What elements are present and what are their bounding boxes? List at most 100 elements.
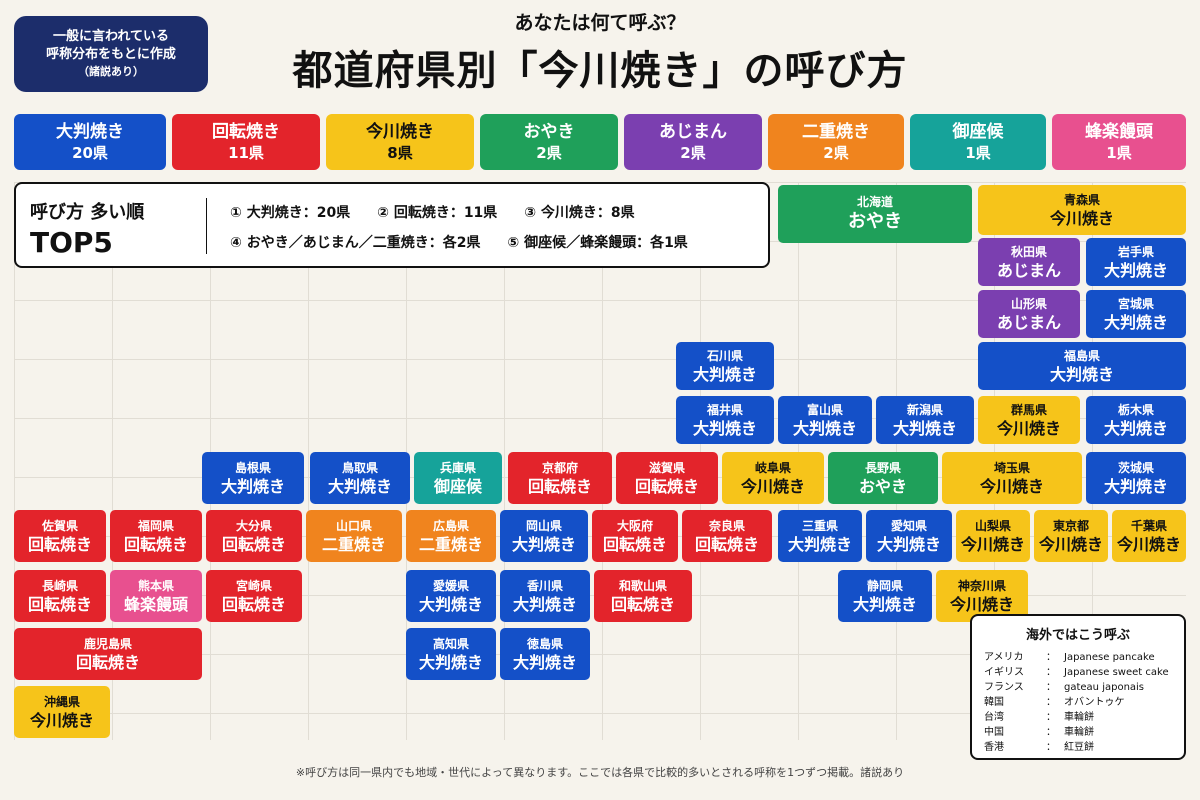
prefecture-tile: 茨城県 大判焼き — [1086, 452, 1186, 504]
prefecture-tile: 島根県 大判焼き — [202, 452, 304, 504]
prefecture-name: 富山県 — [806, 402, 843, 417]
top5-item: ① 大判焼き：20県 — [230, 205, 351, 221]
prefecture-name: 大分県 — [235, 518, 272, 533]
top5-item: ③ 今川焼き：8県 — [524, 205, 635, 221]
prefecture-call: 御座候 — [433, 476, 482, 496]
overseas-heading: 海外ではこう呼ぶ — [1025, 628, 1130, 643]
legend-name: 二重焼き — [802, 122, 870, 142]
prefecture-tile: 宮崎県 回転焼き — [206, 570, 302, 622]
page-subtitle: あなたは何て呼ぶ？ — [514, 12, 686, 34]
prefecture-call: 蜂楽饅頭 — [123, 594, 188, 614]
prefecture-tile: 奈良県 回転焼き — [682, 510, 772, 562]
prefecture-name: 三重県 — [801, 518, 838, 533]
top5-item: ⑤ 御座候／蜂楽饅頭：各1県 — [507, 235, 688, 251]
prefecture-tile: 熊本県 蜂楽饅頭 — [110, 570, 202, 622]
prefecture-name: 新潟県 — [906, 402, 943, 417]
prefecture-tile: 福岡県 回転焼き — [110, 510, 202, 562]
overseas-row: アメリカ ： Japanese pancake — [984, 648, 1155, 663]
overseas-name: 車輪餅 — [1064, 727, 1094, 738]
prefecture-call: 大判焼き — [1103, 312, 1168, 332]
prefecture-call: 回転焼き — [123, 534, 188, 554]
prefecture-call: 今川焼き — [996, 418, 1061, 438]
prefecture-call: 大判焼き — [892, 418, 957, 438]
legend-ajiman: あじまん 2県 — [624, 114, 762, 170]
country: アメリカ — [984, 652, 1024, 663]
prefecture-name: 香川県 — [526, 578, 563, 593]
prefecture-call: 大判焼き — [792, 418, 857, 438]
legend-name: 御座候 — [952, 122, 1004, 142]
prefecture-tile: 滋賀県 回転焼き — [616, 452, 718, 504]
legend-name: 蜂楽饅頭 — [1085, 122, 1153, 142]
top5-item: ④ おやき／あじまん／二重焼き：各2県 — [230, 235, 481, 251]
legend-count: 8県 — [387, 144, 413, 162]
top5-heading: 呼び方 多い順 — [30, 202, 145, 223]
overseas-name: Japanese sweet cake — [1064, 667, 1169, 678]
legend-count: 2県 — [536, 144, 562, 162]
legend-count: 1県 — [1106, 144, 1132, 162]
prefecture-tile: 愛知県 大判焼き — [866, 510, 952, 562]
footnote: ※呼び方は同一県内でも地域・世代によって異なります。ここでは各県で比較的多いとさ… — [295, 766, 905, 779]
prefecture-name: 島根県 — [234, 460, 271, 475]
prefecture-call: 大判焼き — [220, 476, 285, 496]
prefecture-tile: 神奈川県 今川焼き — [936, 570, 1028, 622]
prefecture-name: 兵庫県 — [439, 460, 476, 475]
prefecture-name: 群馬県 — [1010, 402, 1047, 417]
prefecture-tile: 和歌山県 回転焼き — [594, 570, 692, 622]
prefecture-call: 今川焼き — [960, 534, 1025, 554]
prefecture-call: 回転焼き — [221, 534, 286, 554]
country: 韓国 — [984, 697, 1004, 708]
prefecture-call: 大判焼き — [692, 364, 757, 384]
overseas-row: 中国 ： 車輪餅 — [984, 723, 1094, 738]
prefecture-call: 二重焼き — [418, 534, 483, 554]
prefecture-name: 愛媛県 — [432, 578, 469, 593]
country: 香港 — [984, 742, 1004, 753]
prefecture-name: 福井県 — [706, 402, 743, 417]
prefecture-name: 愛知県 — [890, 518, 927, 533]
prefecture-name: 秋田県 — [1010, 244, 1047, 259]
prefecture-call: おやき — [848, 211, 902, 232]
prefecture-call: 今川焼き — [1116, 534, 1181, 554]
legend-obanyaki: 大判焼き 20県 — [14, 114, 166, 170]
separator: ： — [1046, 667, 1056, 678]
legend-count: 2県 — [680, 144, 706, 162]
category-legend: 大判焼き 20県 回転焼き 11県 今川焼き 8県 おやき 2県 あじまん 2県… — [14, 114, 1186, 170]
prefecture-name: 徳島県 — [526, 636, 563, 651]
prefecture-tile: 鳥取県 大判焼き — [310, 452, 410, 504]
prefecture-name: 山梨県 — [974, 518, 1011, 533]
prefecture-call: 回転焼き — [27, 534, 92, 554]
prefecture-call: 今川焼き — [1049, 208, 1114, 228]
prefecture-call: 大判焼き — [1049, 364, 1114, 384]
legend-oyaki: おやき 2県 — [480, 114, 618, 170]
overseas-name: Japanese pancake — [1064, 652, 1155, 663]
prefecture-tile: 大分県 回転焼き — [206, 510, 302, 562]
separator: ： — [1046, 742, 1056, 753]
prefecture-call: 回転焼き — [75, 652, 140, 672]
separator: ： — [1046, 697, 1056, 708]
prefecture-name: 岡山県 — [525, 518, 562, 533]
prefecture-call: 回転焼き — [602, 534, 667, 554]
prefecture-tile: 岐阜県 今川焼き — [722, 452, 824, 504]
prefecture-call: 回転焼き — [221, 594, 286, 614]
legend-count: 11県 — [228, 144, 264, 162]
prefecture-name: 青森県 — [1063, 192, 1100, 207]
prefecture-tile: 山形県 あじまん — [978, 290, 1080, 338]
prefecture-tile: 岡山県 大判焼き — [500, 510, 588, 562]
prefecture-call: 大判焼き — [511, 534, 576, 554]
prefecture-call: 大判焼き — [512, 594, 577, 614]
source-note: 一般に言われている 呼称分布をもとに作成 （諸説あり） — [14, 16, 208, 92]
prefecture-tile: 香川県 大判焼き — [500, 570, 590, 622]
prefecture-call: 回転焼き — [27, 594, 92, 614]
prefecture-call: 大判焼き — [692, 418, 757, 438]
prefecture-tile: 福島県 大判焼き — [978, 342, 1186, 390]
prefecture-call: あじまん — [996, 260, 1061, 280]
prefecture-call: 二重焼き — [321, 534, 386, 554]
top5-box: 呼び方 多い順 TOP5 ① 大判焼き：20県 ② 回転焼き：11県 ③ 今川焼… — [14, 182, 770, 268]
prefecture-call: 大判焼き — [327, 476, 392, 496]
legend-count: 20県 — [72, 144, 108, 162]
prefecture-call: 大判焼き — [1103, 260, 1168, 280]
legend-count: 2県 — [823, 144, 849, 162]
legend-kaitenyaki: 回転焼き 11県 — [172, 114, 320, 170]
prefecture-name: 宮城県 — [1117, 296, 1154, 311]
legend-name: 大判焼き — [56, 122, 124, 142]
legend-name: おやき — [523, 122, 575, 142]
